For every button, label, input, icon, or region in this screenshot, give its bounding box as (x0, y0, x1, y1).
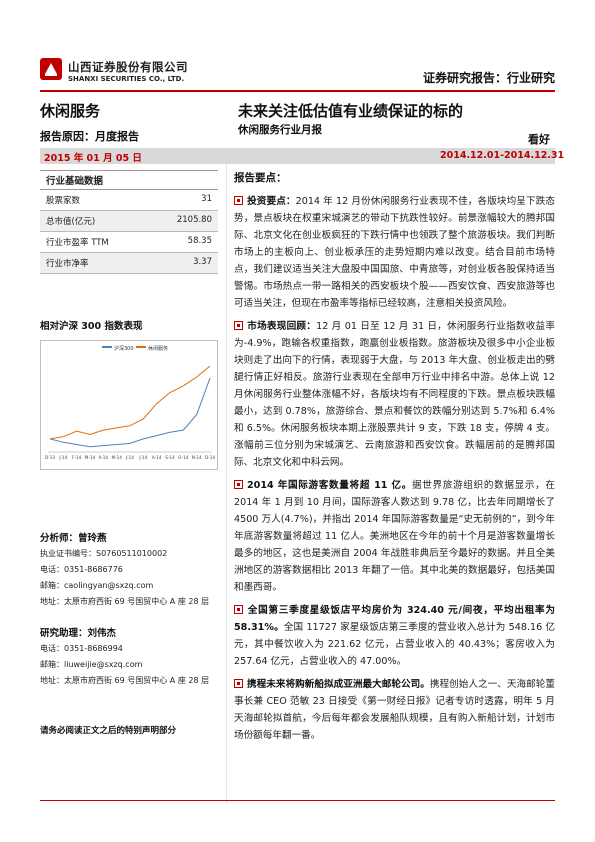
assistant-address: 太原市府西街 69 号国贸中心 A 座 28 层 (64, 676, 210, 685)
paragraph-body: 携程创始人之一、天海邮轮董事长兼 CEO 范敏 23 日接受《第一财经日报》记者… (234, 679, 555, 741)
analyst-phone: 0351-8686776 (64, 565, 123, 574)
row-label: 股票家数 (46, 196, 81, 206)
bullet-icon (234, 196, 243, 205)
paragraph-lead: 投资要点： (247, 196, 296, 207)
report-reason: 报告原因：月度报告 (40, 130, 139, 143)
column-divider (226, 164, 227, 804)
summary-heading: 报告要点： (234, 172, 287, 184)
legend-swatch-leisure (136, 346, 146, 348)
x-tick-label: F-14 (72, 455, 82, 460)
email-label: 邮箱： (40, 581, 64, 590)
table-row: 行业市盈率 TTM 58.35 (40, 232, 218, 253)
legend-label-hs300: 沪深300 (114, 345, 134, 352)
assistant-name: 刘伟杰 (87, 628, 117, 639)
summary-section: 报告要点： 投资要点：2014 年 12 月份休闲服务行业表现不佳，各版块均呈下… (234, 170, 555, 750)
paragraph-body: 全国 11727 家星级饭店第三季度的营业收入总计为 548.16 亿元，其中餐… (234, 622, 555, 667)
row-label: 行业市盈率 TTM (46, 238, 109, 248)
report-period: 2014.12.01-2014.12.31 (440, 150, 565, 161)
disclaimer: 请务必阅读正文之后的特别声明部分 (40, 726, 177, 736)
assistant-phone: 0351-8686994 (64, 644, 123, 653)
cert-number: S0760511010002 (96, 549, 168, 558)
assistant-email[interactable]: liuweijie@sxzq.com (64, 660, 143, 669)
table-row: 行业市净率 3.37 (40, 253, 218, 274)
table-row: 股票家数 31 (40, 190, 218, 211)
x-tick-label: A-14 (152, 455, 162, 460)
analyst-email[interactable]: caolingyan@sxzq.com (64, 581, 154, 590)
bullet-icon (234, 480, 243, 489)
summary-paragraph: 携程未来将购新船拟成亚洲最大邮轮公司。携程创始人之一、天海邮轮董事长兼 CEO … (234, 676, 555, 744)
chart-title: 相对沪深 300 指数表现 (40, 321, 143, 332)
company-name-en: SHANXI SECURITIES CO., LTD. (68, 75, 185, 83)
phone-label: 电话： (40, 644, 64, 653)
analyst-name: 曾玲燕 (78, 533, 107, 544)
summary-paragraph: 2014 年国际游客数量将超 11 亿。据世界旅游组织的数据显示，在 2014 … (234, 477, 555, 596)
date-band (40, 148, 555, 164)
industry-name: 休闲服务 (40, 102, 101, 120)
header-divider (40, 90, 555, 92)
x-tick-label: O-14 (178, 455, 189, 460)
paragraph-body: 12 月 01 日至 12 月 31 日，休闲服务行业指数收益率为-4.9%，跑… (234, 321, 555, 468)
cert-label: 执业证书编号： (40, 549, 96, 558)
row-value: 3.37 (193, 257, 212, 267)
x-tick-label: M-14 (85, 455, 96, 460)
page-subtitle: 休闲服务行业月报 (238, 124, 322, 136)
analyst-block: 分析师：曾玲燕 执业证书编号：S0760511010002 电话：0351-86… (40, 530, 218, 612)
email-label: 邮箱： (40, 660, 64, 669)
report-date: 2015 年 01 月 05 日 (44, 153, 142, 164)
x-tick-label: J-14 (125, 455, 134, 460)
x-tick-label: J-14 (138, 455, 147, 460)
company-name-cn: 山西证券股份有限公司 (68, 60, 188, 74)
report-type: 证券研究报告：行业研究 (422, 71, 555, 85)
page-title: 未来关注低估值有业绩保证的标的 (238, 102, 464, 120)
x-tick-labels: D-13 J-14 F-14 M-14 A-14 M-14 J-14 J-14 A-14 S-14… (45, 455, 215, 460)
basic-data-title: 行业基础数据 (40, 170, 218, 190)
x-tick-label: A-14 (98, 455, 108, 460)
summary-paragraph: 市场表现回顾：12 月 01 日至 12 月 31 日，休闲服务行业指数收益率为… (234, 318, 555, 471)
table-row: 总市值(亿元) 2105.80 (40, 211, 218, 232)
phone-label: 电话： (40, 565, 64, 574)
paragraph-lead: 全国第三季度星级饭店平均房价为 324.40 元/间夜，平均出租率为 58.31… (234, 605, 555, 633)
row-label: 行业市净率 (46, 259, 89, 269)
row-value: 58.35 (187, 236, 212, 246)
summary-paragraph: 投资要点：2014 年 12 月份休闲服务行业表现不佳，各版块均呈下跌态势，景点… (234, 193, 555, 312)
footer-divider (40, 800, 555, 801)
basic-data-table: 行业基础数据 股票家数 31 总市值(亿元) 2105.80 行业市盈率 TTM… (40, 170, 218, 274)
legend-label-leisure: 休闲服务 (148, 345, 168, 352)
bullet-icon (234, 321, 243, 330)
rating-badge: 看好 (528, 133, 550, 146)
paragraph-body: 据世界旅游组织的数据显示，在 2014 年 1 月到 10 月间，国际游客人数达… (234, 480, 556, 593)
performance-chart: 沪深300 休闲服务 D-13 J-14 F-14 M-14 A-14 M-14 J-14 J… (40, 340, 218, 470)
x-tick-label: S-14 (165, 455, 175, 460)
paragraph-body: 2014 年 12 月份休闲服务行业表现不佳，各版块均呈下跌态势，景点板块在权重… (234, 196, 555, 309)
address-label: 地址： (40, 676, 64, 685)
paragraph-lead: 携程未来将购新船拟成亚洲最大邮轮公司。 (247, 679, 430, 690)
summary-paragraph: 全国第三季度星级饭店平均房价为 324.40 元/间夜，平均出租率为 58.31… (234, 602, 555, 670)
row-label: 总市值(亿元) (46, 217, 96, 227)
chart-legend: 沪深300 休闲服务 (102, 345, 168, 352)
assistant-title: 研究助理： (40, 628, 88, 639)
bullet-icon (234, 605, 243, 614)
x-tick-label: J-14 (58, 455, 67, 460)
paragraph-lead: 2014 年国际游客数量将超 11 亿。 (247, 480, 412, 491)
analyst-address: 太原市府西街 69 号国贸中心 A 座 28 层 (64, 597, 210, 606)
address-label: 地址： (40, 597, 64, 606)
x-tick-label: D-14 (205, 455, 215, 460)
series-line-leisure (49, 365, 211, 440)
legend-swatch-hs300 (102, 346, 112, 348)
analyst-title: 分析师： (40, 533, 79, 544)
company-logo-icon (40, 58, 62, 80)
x-tick-label: D-13 (45, 455, 55, 460)
x-tick-label: M-14 (111, 455, 122, 460)
paragraph-lead: 市场表现回顾： (247, 321, 317, 332)
row-value: 2105.80 (176, 215, 212, 225)
assistant-block: 研究助理：刘伟杰 电话：0351-8686994 邮箱：liuweijie@sx… (40, 625, 218, 691)
x-tick-label: N-14 (192, 455, 202, 460)
bullet-icon (234, 679, 243, 688)
row-value: 31 (201, 194, 212, 204)
series-line-hs300 (49, 377, 211, 448)
